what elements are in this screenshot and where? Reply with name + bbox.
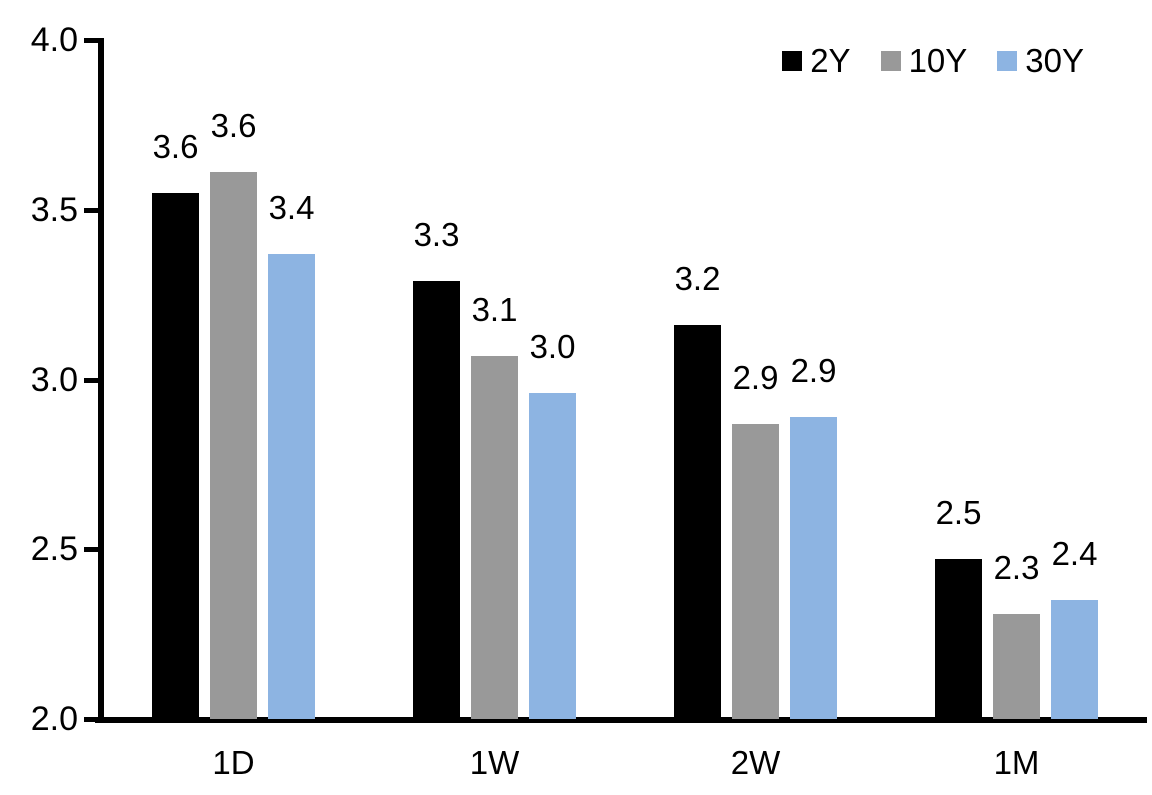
chart-legend: 2Y 10Y 30Y (782, 44, 1084, 77)
x-axis-line (95, 717, 1147, 723)
bar-10y-1m (993, 613, 1040, 719)
legend-swatch-2y-icon (782, 50, 803, 71)
y-axis-tick (84, 38, 100, 43)
bar-value-label: 3.1 (471, 290, 518, 328)
legend-label: 10Y (908, 42, 968, 79)
bar-2y-1d (152, 192, 199, 719)
bar-value-label: 3.4 (268, 188, 315, 226)
legend-swatch-10y-icon (880, 50, 901, 71)
bar-value-label: 2.4 (1051, 535, 1098, 573)
bar-2y-1w (413, 281, 460, 719)
legend-swatch-30y-icon (997, 50, 1018, 71)
y-axis-tick (84, 717, 100, 722)
bar-2y-1m (935, 559, 982, 719)
x-axis-label-2w: 2W (730, 744, 781, 781)
bar-2y-2w (674, 325, 721, 719)
x-axis-label-1m: 1M (993, 744, 1040, 781)
bar-value-label: 3.6 (210, 107, 257, 145)
y-axis-tick (84, 207, 100, 213)
bar-30y-2w (790, 416, 837, 719)
y-axis-tick-label: 4.0 (30, 21, 78, 59)
y-axis-tick-label: 2.5 (30, 530, 78, 569)
y-axis-tick (84, 377, 100, 383)
bar-10y-1w (471, 355, 518, 719)
x-axis-label-1d: 1D (212, 744, 255, 781)
bar-value-label: 2.3 (993, 548, 1040, 586)
bar-10y-1d (210, 172, 257, 719)
bar-value-label: 2.9 (790, 351, 837, 389)
bar-value-label: 3.3 (413, 216, 460, 254)
bar-30y-1m (1051, 600, 1098, 719)
y-axis-line (98, 38, 104, 722)
bar-value-label: 2.5 (935, 494, 982, 532)
legend-item-30y: 30Y (997, 44, 1084, 77)
bar-value-label: 3.2 (674, 260, 721, 298)
bar-30y-1d (268, 253, 315, 719)
legend-label: 2Y (810, 42, 851, 79)
bar-10y-2w (732, 423, 779, 719)
legend-item-10y: 10Y (880, 42, 968, 79)
bar-value-label: 3.6 (152, 127, 199, 165)
bar-value-label: 2.9 (732, 358, 779, 396)
bar-30y-1w (529, 393, 576, 719)
y-axis-tick-label: 2.0 (30, 700, 78, 738)
legend-item-2y: 2Y (782, 42, 851, 79)
legend-label: 30Y (1025, 42, 1084, 79)
x-axis-label-1w: 1W (469, 744, 520, 781)
y-axis-tick-label: 3.5 (30, 190, 78, 229)
bar-value-label: 3.0 (529, 328, 576, 366)
y-axis-tick (84, 547, 100, 553)
y-axis-tick-label: 3.0 (30, 360, 78, 399)
